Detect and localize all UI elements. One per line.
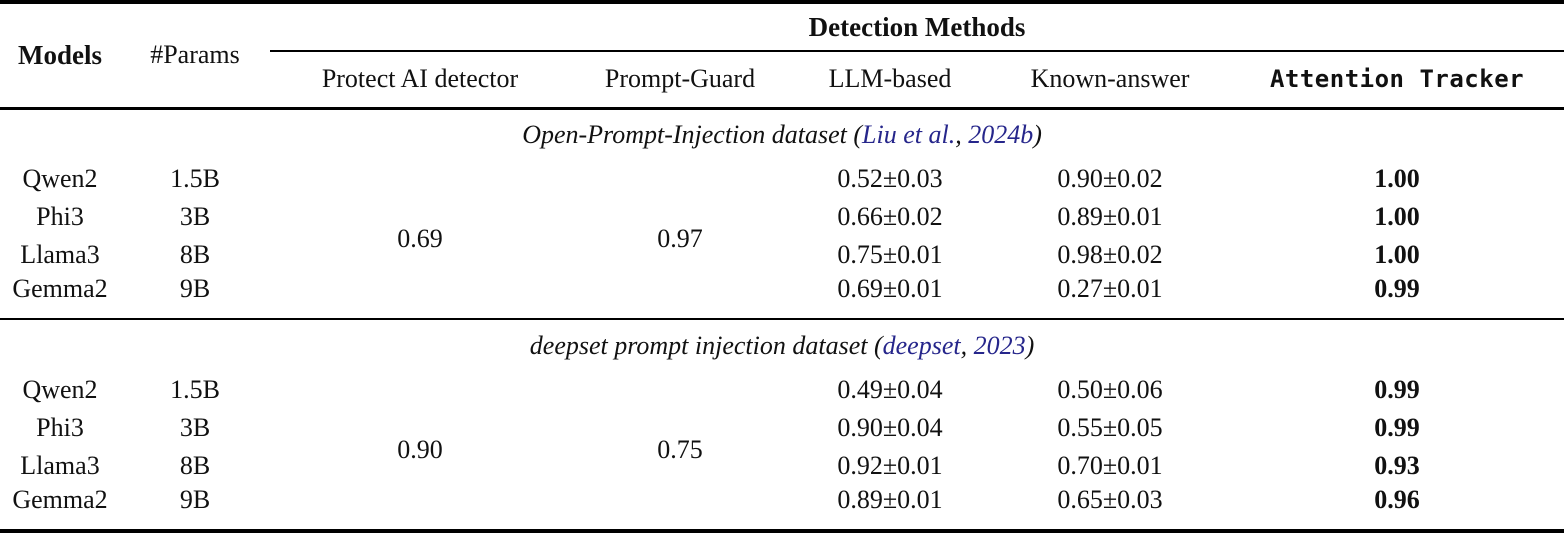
- known-answer-cell: 0.70±0.01: [1057, 451, 1163, 480]
- protect-ai-cell: 0.90: [397, 435, 443, 464]
- model-cell: Phi3: [36, 413, 84, 442]
- llm-based-cell: 0.90±0.04: [837, 413, 943, 442]
- attention-tracker-cell: 0.99: [1374, 274, 1420, 303]
- col-header-llm-based: LLM-based: [790, 51, 990, 110]
- citation-year-link[interactable]: 2024b: [968, 119, 1034, 149]
- known-answer-cell: 0.55±0.05: [1057, 413, 1163, 442]
- col-header-attention-tracker: Attention Tracker: [1230, 51, 1564, 110]
- attention-tracker-cell: 1.00: [1374, 240, 1420, 269]
- known-answer-cell: 0.98±0.02: [1057, 240, 1163, 269]
- section-title-text: deepset prompt injection dataset (: [529, 330, 883, 360]
- table-row: Qwen2 1.5B 0.90 0.75 0.49±0.04 0.50±0.06…: [0, 371, 1564, 464]
- section-deepset-prompt-injection: deepset prompt injection dataset (deepse…: [0, 318, 1564, 531]
- known-answer-cell: 0.50±0.06: [1057, 375, 1163, 404]
- llm-based-cell: 0.92±0.01: [837, 451, 943, 480]
- prompt-guard-cell: 0.97: [657, 224, 703, 253]
- citation-author-link[interactable]: deepset: [882, 330, 961, 360]
- attention-tracker-cell: 1.00: [1374, 202, 1420, 231]
- params-cell: 8B: [179, 240, 211, 269]
- llm-based-cell: 0.89±0.01: [837, 485, 943, 514]
- section-title: Open-Prompt-Injection dataset (Liu et al…: [0, 108, 1564, 160]
- table-row: Phi3 3B 0.90±0.04 0.55±0.05 0.99: [0, 409, 1564, 447]
- model-cell: Gemma2: [12, 485, 108, 514]
- params-cell: 9B: [179, 274, 211, 303]
- params-cell: 3B: [179, 413, 211, 442]
- table-row: Qwen2 1.5B 0.69 0.97 0.52±0.03 0.90±0.02…: [0, 160, 1564, 253]
- llm-based-cell: 0.69±0.01: [837, 274, 943, 303]
- attention-tracker-cell: 0.99: [1374, 413, 1420, 442]
- table-row: Gemma2 9B 0.89±0.01 0.65±0.03 0.96: [0, 485, 1564, 531]
- col-header-protect-ai-detector: Protect AI detector: [270, 51, 570, 110]
- section-title-separator: ,: [960, 330, 974, 360]
- llm-based-cell: 0.49±0.04: [837, 375, 943, 404]
- section-title-close: ): [1025, 330, 1035, 360]
- params-cell: 1.5B: [170, 164, 220, 193]
- prompt-guard-cell: 0.75: [657, 435, 703, 464]
- known-answer-cell: 0.90±0.02: [1057, 164, 1163, 193]
- params-cell: 1.5B: [170, 375, 220, 404]
- known-answer-cell: 0.65±0.03: [1057, 485, 1163, 514]
- model-cell: Gemma2: [12, 274, 108, 303]
- model-cell: Qwen2: [22, 375, 98, 404]
- col-header-params: #Params: [120, 2, 270, 110]
- table-row: Llama3 8B 0.75±0.01 0.98±0.02 1.00: [0, 236, 1564, 274]
- known-answer-cell: 0.27±0.01: [1057, 274, 1163, 303]
- col-group-detection-methods: Detection Methods: [270, 2, 1564, 52]
- citation-year-link[interactable]: 2023: [973, 330, 1026, 360]
- table-row: Gemma2 9B 0.69±0.01 0.27±0.01 0.99: [0, 274, 1564, 319]
- col-header-prompt-guard: Prompt-Guard: [570, 51, 790, 110]
- detection-results-table: Models #Params Detection Methods Protect…: [0, 0, 1564, 533]
- llm-based-cell: 0.75±0.01: [837, 240, 943, 269]
- llm-based-cell: 0.66±0.02: [837, 202, 943, 231]
- attention-tracker-cell: 1.00: [1374, 164, 1420, 193]
- citation-author-link[interactable]: Liu et al.: [862, 119, 956, 149]
- section-title: deepset prompt injection dataset (deepse…: [0, 318, 1564, 371]
- section-title-text: Open-Prompt-Injection dataset (: [522, 119, 863, 149]
- table-header: Models #Params Detection Methods Protect…: [0, 2, 1564, 110]
- attention-tracker-cell: 0.96: [1374, 485, 1420, 514]
- protect-ai-cell: 0.69: [397, 224, 443, 253]
- section-title-close: ): [1033, 119, 1042, 149]
- col-header-known-answer: Known-answer: [990, 51, 1230, 110]
- params-cell: 8B: [179, 451, 211, 480]
- model-cell: Llama3: [20, 240, 100, 269]
- table-row: Llama3 8B 0.92±0.01 0.70±0.01 0.93: [0, 447, 1564, 485]
- attention-tracker-cell: 0.99: [1374, 375, 1420, 404]
- table-row: Phi3 3B 0.66±0.02 0.89±0.01 1.00: [0, 198, 1564, 236]
- llm-based-cell: 0.52±0.03: [837, 164, 943, 193]
- model-cell: Llama3: [20, 451, 100, 480]
- model-cell: Phi3: [36, 202, 84, 231]
- section-title-row: deepset prompt injection dataset (deepse…: [0, 318, 1564, 371]
- section-title-row: Open-Prompt-Injection dataset (Liu et al…: [0, 108, 1564, 160]
- params-cell: 9B: [179, 485, 211, 514]
- model-cell: Qwen2: [22, 164, 98, 193]
- params-cell: 3B: [179, 202, 211, 231]
- col-header-models: Models: [0, 2, 120, 110]
- section-title-separator: ,: [955, 119, 969, 149]
- attention-tracker-cell: 0.93: [1374, 451, 1420, 480]
- section-open-prompt-injection: Open-Prompt-Injection dataset (Liu et al…: [0, 108, 1564, 319]
- known-answer-cell: 0.89±0.01: [1057, 202, 1163, 231]
